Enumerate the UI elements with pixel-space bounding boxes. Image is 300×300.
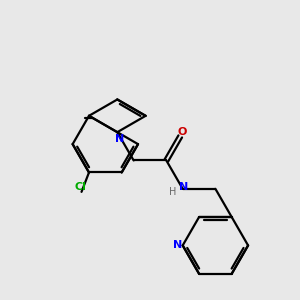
Text: N: N bbox=[115, 134, 124, 144]
Text: N: N bbox=[179, 182, 188, 192]
Text: Cl: Cl bbox=[74, 182, 86, 192]
Text: H: H bbox=[169, 187, 176, 197]
Text: O: O bbox=[177, 127, 186, 137]
Text: N: N bbox=[173, 240, 182, 250]
